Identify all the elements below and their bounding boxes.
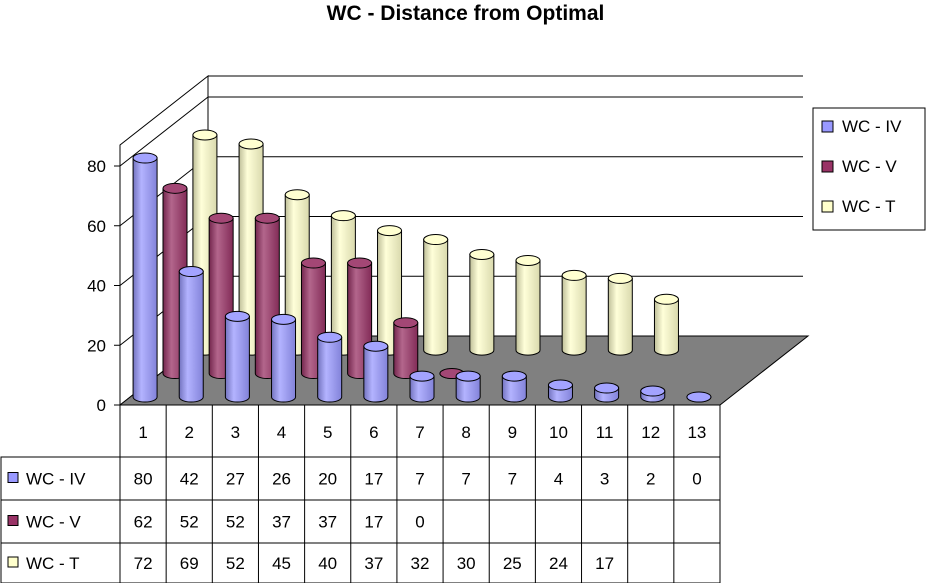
table-cell: 25 bbox=[503, 554, 522, 573]
bar-wc-iv-9 bbox=[501, 370, 527, 403]
table-cell: 52 bbox=[226, 513, 245, 532]
x-tick-label: 5 bbox=[323, 423, 332, 442]
table-cell: 27 bbox=[226, 470, 245, 489]
table-cell: 62 bbox=[134, 513, 153, 532]
table-legend-swatch bbox=[7, 472, 19, 483]
x-tick-label: 3 bbox=[231, 423, 240, 442]
bar-wc-iv-1 bbox=[132, 152, 158, 403]
legend-swatch bbox=[821, 200, 834, 213]
legend-entry: WC - IV bbox=[842, 117, 902, 136]
table-cell: 3 bbox=[600, 470, 609, 489]
x-tick-label: 6 bbox=[369, 423, 378, 442]
bar-wc-t-8 bbox=[515, 254, 541, 356]
table-series-label: WC - IV bbox=[26, 470, 86, 489]
bar-wc-v-6 bbox=[393, 317, 419, 380]
table-cell: 37 bbox=[364, 554, 383, 573]
legend-swatch bbox=[821, 120, 834, 133]
bar-wc-iv-12 bbox=[640, 385, 666, 403]
table-cell: 52 bbox=[226, 554, 245, 573]
y-tick-label: 60 bbox=[87, 217, 106, 236]
legend-swatch bbox=[821, 160, 834, 173]
bar-wc-iv-7 bbox=[409, 370, 435, 403]
table-cell: 69 bbox=[180, 554, 199, 573]
x-tick-label: 13 bbox=[687, 423, 706, 442]
x-tick-label: 1 bbox=[138, 423, 147, 442]
bar-wc-t-6 bbox=[423, 234, 449, 356]
legend-entry: WC - V bbox=[842, 157, 897, 176]
table-cell: 40 bbox=[318, 554, 337, 573]
x-tick-label: 12 bbox=[641, 423, 660, 442]
table-cell: 24 bbox=[549, 554, 568, 573]
bar-wc-iv-11 bbox=[594, 382, 620, 403]
bar-wc-iv-13 bbox=[686, 391, 712, 403]
table-series-label: WC - V bbox=[26, 513, 81, 532]
table-cell: 26 bbox=[272, 470, 291, 489]
y-axis: 0 20 40 60 80 bbox=[87, 157, 120, 415]
bar-wc-t-7 bbox=[469, 248, 495, 356]
bar-wc-iv-8 bbox=[455, 370, 481, 403]
y-tick-label: 80 bbox=[87, 157, 106, 176]
table-cell: 72 bbox=[134, 554, 153, 573]
table-cell: 20 bbox=[318, 470, 337, 489]
table-cell: 2 bbox=[646, 470, 655, 489]
legend-entry: WC - T bbox=[842, 197, 896, 216]
chart-title: WC - Distance from Optimal bbox=[326, 2, 605, 25]
table-cell: 42 bbox=[180, 470, 199, 489]
x-tick-label: 4 bbox=[277, 423, 286, 442]
table-cell: 37 bbox=[318, 513, 337, 532]
x-tick-label: 11 bbox=[596, 423, 614, 442]
table-cell: 17 bbox=[364, 513, 383, 532]
x-tick-label: 7 bbox=[415, 423, 424, 442]
x-tick-label: 2 bbox=[184, 423, 193, 442]
table-header-border bbox=[0, 456, 121, 583]
y-tick-label: 40 bbox=[87, 277, 106, 296]
table-cell: 17 bbox=[595, 554, 614, 573]
table-cell: 80 bbox=[134, 470, 153, 489]
bar-wc-iv-5 bbox=[317, 331, 343, 403]
x-tick-label: 8 bbox=[461, 423, 470, 442]
table-cell: 37 bbox=[272, 513, 291, 532]
bar-wc-t-10 bbox=[607, 272, 633, 356]
table-cell: 32 bbox=[411, 554, 430, 573]
bar-wc-iv-4 bbox=[271, 313, 297, 403]
legend: WC - IV WC - V WC - T bbox=[812, 107, 926, 231]
bar-wc-iv-6 bbox=[363, 340, 389, 403]
table-cell: 7 bbox=[508, 470, 517, 489]
table-cell: 7 bbox=[415, 470, 424, 489]
bar-wc-iv-10 bbox=[547, 379, 573, 403]
bar-wc-t-11 bbox=[653, 293, 679, 356]
table-series-label: WC - T bbox=[26, 554, 80, 573]
table-legend-swatch bbox=[7, 556, 19, 568]
table-cell: 17 bbox=[364, 470, 383, 489]
gridline-side bbox=[119, 96, 209, 167]
table-cell: 45 bbox=[272, 554, 291, 573]
x-tick-label: 9 bbox=[508, 423, 517, 442]
table-cell: 4 bbox=[554, 470, 563, 489]
bar-wc-t-9 bbox=[561, 269, 587, 356]
bar-wc-iv-3 bbox=[224, 310, 250, 403]
table-cell: 30 bbox=[457, 554, 476, 573]
bars bbox=[132, 129, 712, 403]
table-cell: 52 bbox=[180, 513, 199, 532]
table-cell: 7 bbox=[461, 470, 470, 489]
y-tick-label: 0 bbox=[97, 396, 106, 415]
table-cell: 0 bbox=[692, 470, 701, 489]
bar-wc-iv-2 bbox=[178, 266, 204, 403]
y-tick-label: 20 bbox=[87, 336, 106, 355]
table-legend-swatch bbox=[7, 515, 19, 526]
x-tick-label: 10 bbox=[549, 423, 568, 442]
table-cell: 0 bbox=[415, 513, 424, 532]
